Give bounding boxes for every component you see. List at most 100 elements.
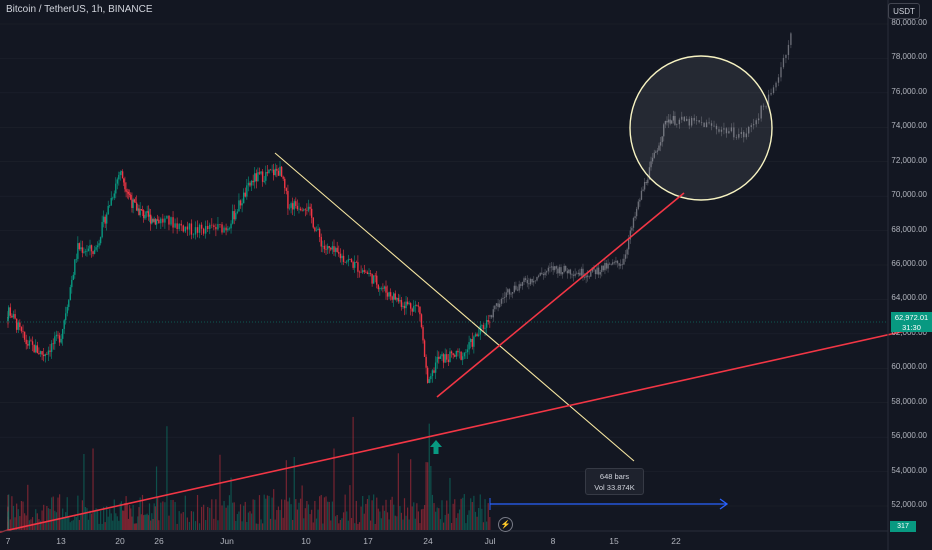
volume-bar [271,497,273,530]
volume-bar [430,466,432,530]
volume-bar [276,510,278,530]
candle-body [571,274,573,276]
candle-body [621,264,624,265]
candle-body [63,320,65,330]
candle-body [713,125,715,127]
candle-body [669,119,671,124]
candle-body [92,251,94,254]
volume-bar [425,462,427,530]
volume-bar [478,508,480,530]
candle-body [569,269,572,275]
candle-body [109,205,111,206]
candle-body [597,267,600,275]
candle-body [674,115,676,125]
volume-bar [422,508,424,530]
candle-body [658,145,660,151]
candle-body [66,306,68,314]
candle-body [507,289,509,293]
candle-body [339,253,342,259]
short-support-trendline [436,192,685,398]
volume-bar [323,497,326,530]
candle-body [738,134,740,138]
volume-bar [148,503,151,530]
volume-bar [293,457,295,530]
volume-bar [103,506,105,530]
candle-body [474,334,477,337]
volume-bar [457,513,459,530]
volume-bar [150,520,152,530]
candle-body [246,185,248,197]
volume-bar [371,500,373,530]
candle-body [371,273,373,284]
measure-bars-count: 648 bars [599,472,630,481]
volume-bar [393,504,395,530]
symbol-title[interactable]: Bitcoin / TetherUS, 1h, BINANCE [6,4,153,15]
candle-body [389,292,392,297]
volume-bar [93,510,96,530]
price-axis-label: 58,000.00 [891,396,927,406]
candle-body [12,314,15,318]
candle-body [458,351,461,353]
volume-bar [279,510,281,530]
candle-body [442,354,445,363]
candle-body [510,293,512,295]
candle-body [261,171,264,182]
candle-body [118,174,120,180]
volume-bar [33,523,35,530]
volume-bar [373,494,375,530]
volume-bar [377,508,379,530]
volume-bar [62,508,64,530]
candle-body [503,297,506,299]
currency-button[interactable]: USDT [888,3,920,19]
candle-body [279,166,281,176]
candle-body [457,350,459,353]
candle-body [121,171,124,179]
candle-body [81,247,84,253]
volume-bar [382,505,384,530]
volume-bar [474,511,477,530]
volume-bar [145,514,147,530]
candle-body [441,354,443,357]
candle-body [271,169,273,171]
candle-body [693,117,695,121]
volume-bar [312,522,314,530]
candle-body [655,151,657,153]
candle-body [242,192,245,204]
candle-body [71,279,73,288]
candle-body [672,115,675,121]
candle-body [382,288,384,289]
volume-bar [471,502,473,530]
volume-bar [60,517,62,530]
volume-bar [211,499,213,530]
candle-body [608,263,611,265]
volume-bar [115,513,117,530]
candle-body [554,266,556,271]
candle-body [58,335,61,343]
volume-bar [354,523,356,530]
candle-body [27,344,29,346]
volume-bar [116,516,118,530]
volume-bar [63,517,65,530]
volume-bar [89,510,91,530]
volume-bar [227,505,229,530]
candle-body [65,313,67,321]
candle-body [615,260,617,263]
candle-body [112,197,114,199]
candle-body [518,284,520,291]
candle-body [539,272,541,276]
volume-bar [408,519,410,530]
volume-bar [39,520,42,530]
candle-body [377,284,379,290]
volume-bar [205,519,207,530]
volume-bar [84,506,87,530]
candle-body [663,124,665,137]
volume-bar [228,495,231,530]
volume-bar [86,508,88,530]
candle-body [520,284,522,286]
candle-body [310,208,313,218]
lightning-icon[interactable]: ⚡ [498,517,513,532]
candle-body [411,308,413,312]
time-axis-label: 7 [5,536,11,546]
volume-bar [119,503,121,530]
